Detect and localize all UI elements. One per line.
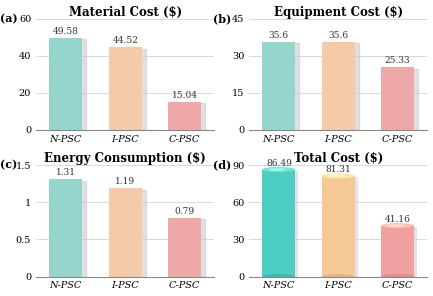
Text: (d): (d)	[213, 160, 232, 170]
Ellipse shape	[328, 175, 346, 177]
Ellipse shape	[387, 224, 405, 227]
Polygon shape	[172, 103, 205, 131]
Ellipse shape	[322, 274, 355, 279]
Ellipse shape	[262, 274, 295, 279]
Bar	[109, 47, 142, 130]
Bar	[168, 218, 201, 276]
Text: (c): (c)	[0, 160, 18, 170]
Text: 81.31: 81.31	[325, 165, 351, 174]
Text: 86.49: 86.49	[266, 158, 292, 168]
Text: 35.6: 35.6	[269, 31, 289, 40]
Text: 44.52: 44.52	[112, 36, 138, 45]
Polygon shape	[53, 39, 86, 131]
Text: 0.79: 0.79	[174, 207, 195, 216]
Polygon shape	[113, 49, 145, 131]
Bar	[325, 177, 358, 278]
Bar	[322, 176, 355, 276]
Bar	[262, 170, 295, 276]
Polygon shape	[113, 189, 145, 278]
Bar	[49, 179, 82, 276]
Ellipse shape	[262, 167, 295, 172]
Bar	[322, 42, 355, 130]
Bar	[385, 227, 417, 278]
Bar	[262, 42, 295, 130]
Text: 35.6: 35.6	[328, 31, 348, 40]
Bar	[49, 38, 82, 130]
Bar	[109, 188, 142, 276]
Title: Material Cost ($): Material Cost ($)	[69, 6, 182, 19]
Title: Equipment Cost ($): Equipment Cost ($)	[274, 6, 403, 19]
Title: Total Cost ($): Total Cost ($)	[294, 152, 383, 165]
Bar	[266, 171, 298, 278]
Polygon shape	[266, 43, 299, 131]
Ellipse shape	[381, 274, 414, 279]
Ellipse shape	[268, 168, 286, 171]
Ellipse shape	[322, 173, 355, 178]
Text: 41.16: 41.16	[385, 215, 410, 223]
Title: Energy Consumption ($): Energy Consumption ($)	[44, 152, 206, 165]
Text: 15.04: 15.04	[172, 91, 198, 100]
Text: 25.33: 25.33	[385, 56, 410, 65]
Text: 49.58: 49.58	[53, 27, 79, 36]
Text: (a): (a)	[0, 13, 18, 24]
Bar	[168, 102, 201, 130]
Text: 1.19: 1.19	[115, 177, 135, 186]
Text: 1.31: 1.31	[56, 168, 76, 177]
Polygon shape	[385, 69, 418, 131]
Bar	[381, 226, 414, 276]
Bar	[381, 67, 414, 130]
Text: (b): (b)	[213, 13, 232, 24]
Polygon shape	[53, 181, 86, 278]
Ellipse shape	[381, 223, 414, 228]
Polygon shape	[172, 219, 205, 278]
Polygon shape	[326, 43, 359, 131]
